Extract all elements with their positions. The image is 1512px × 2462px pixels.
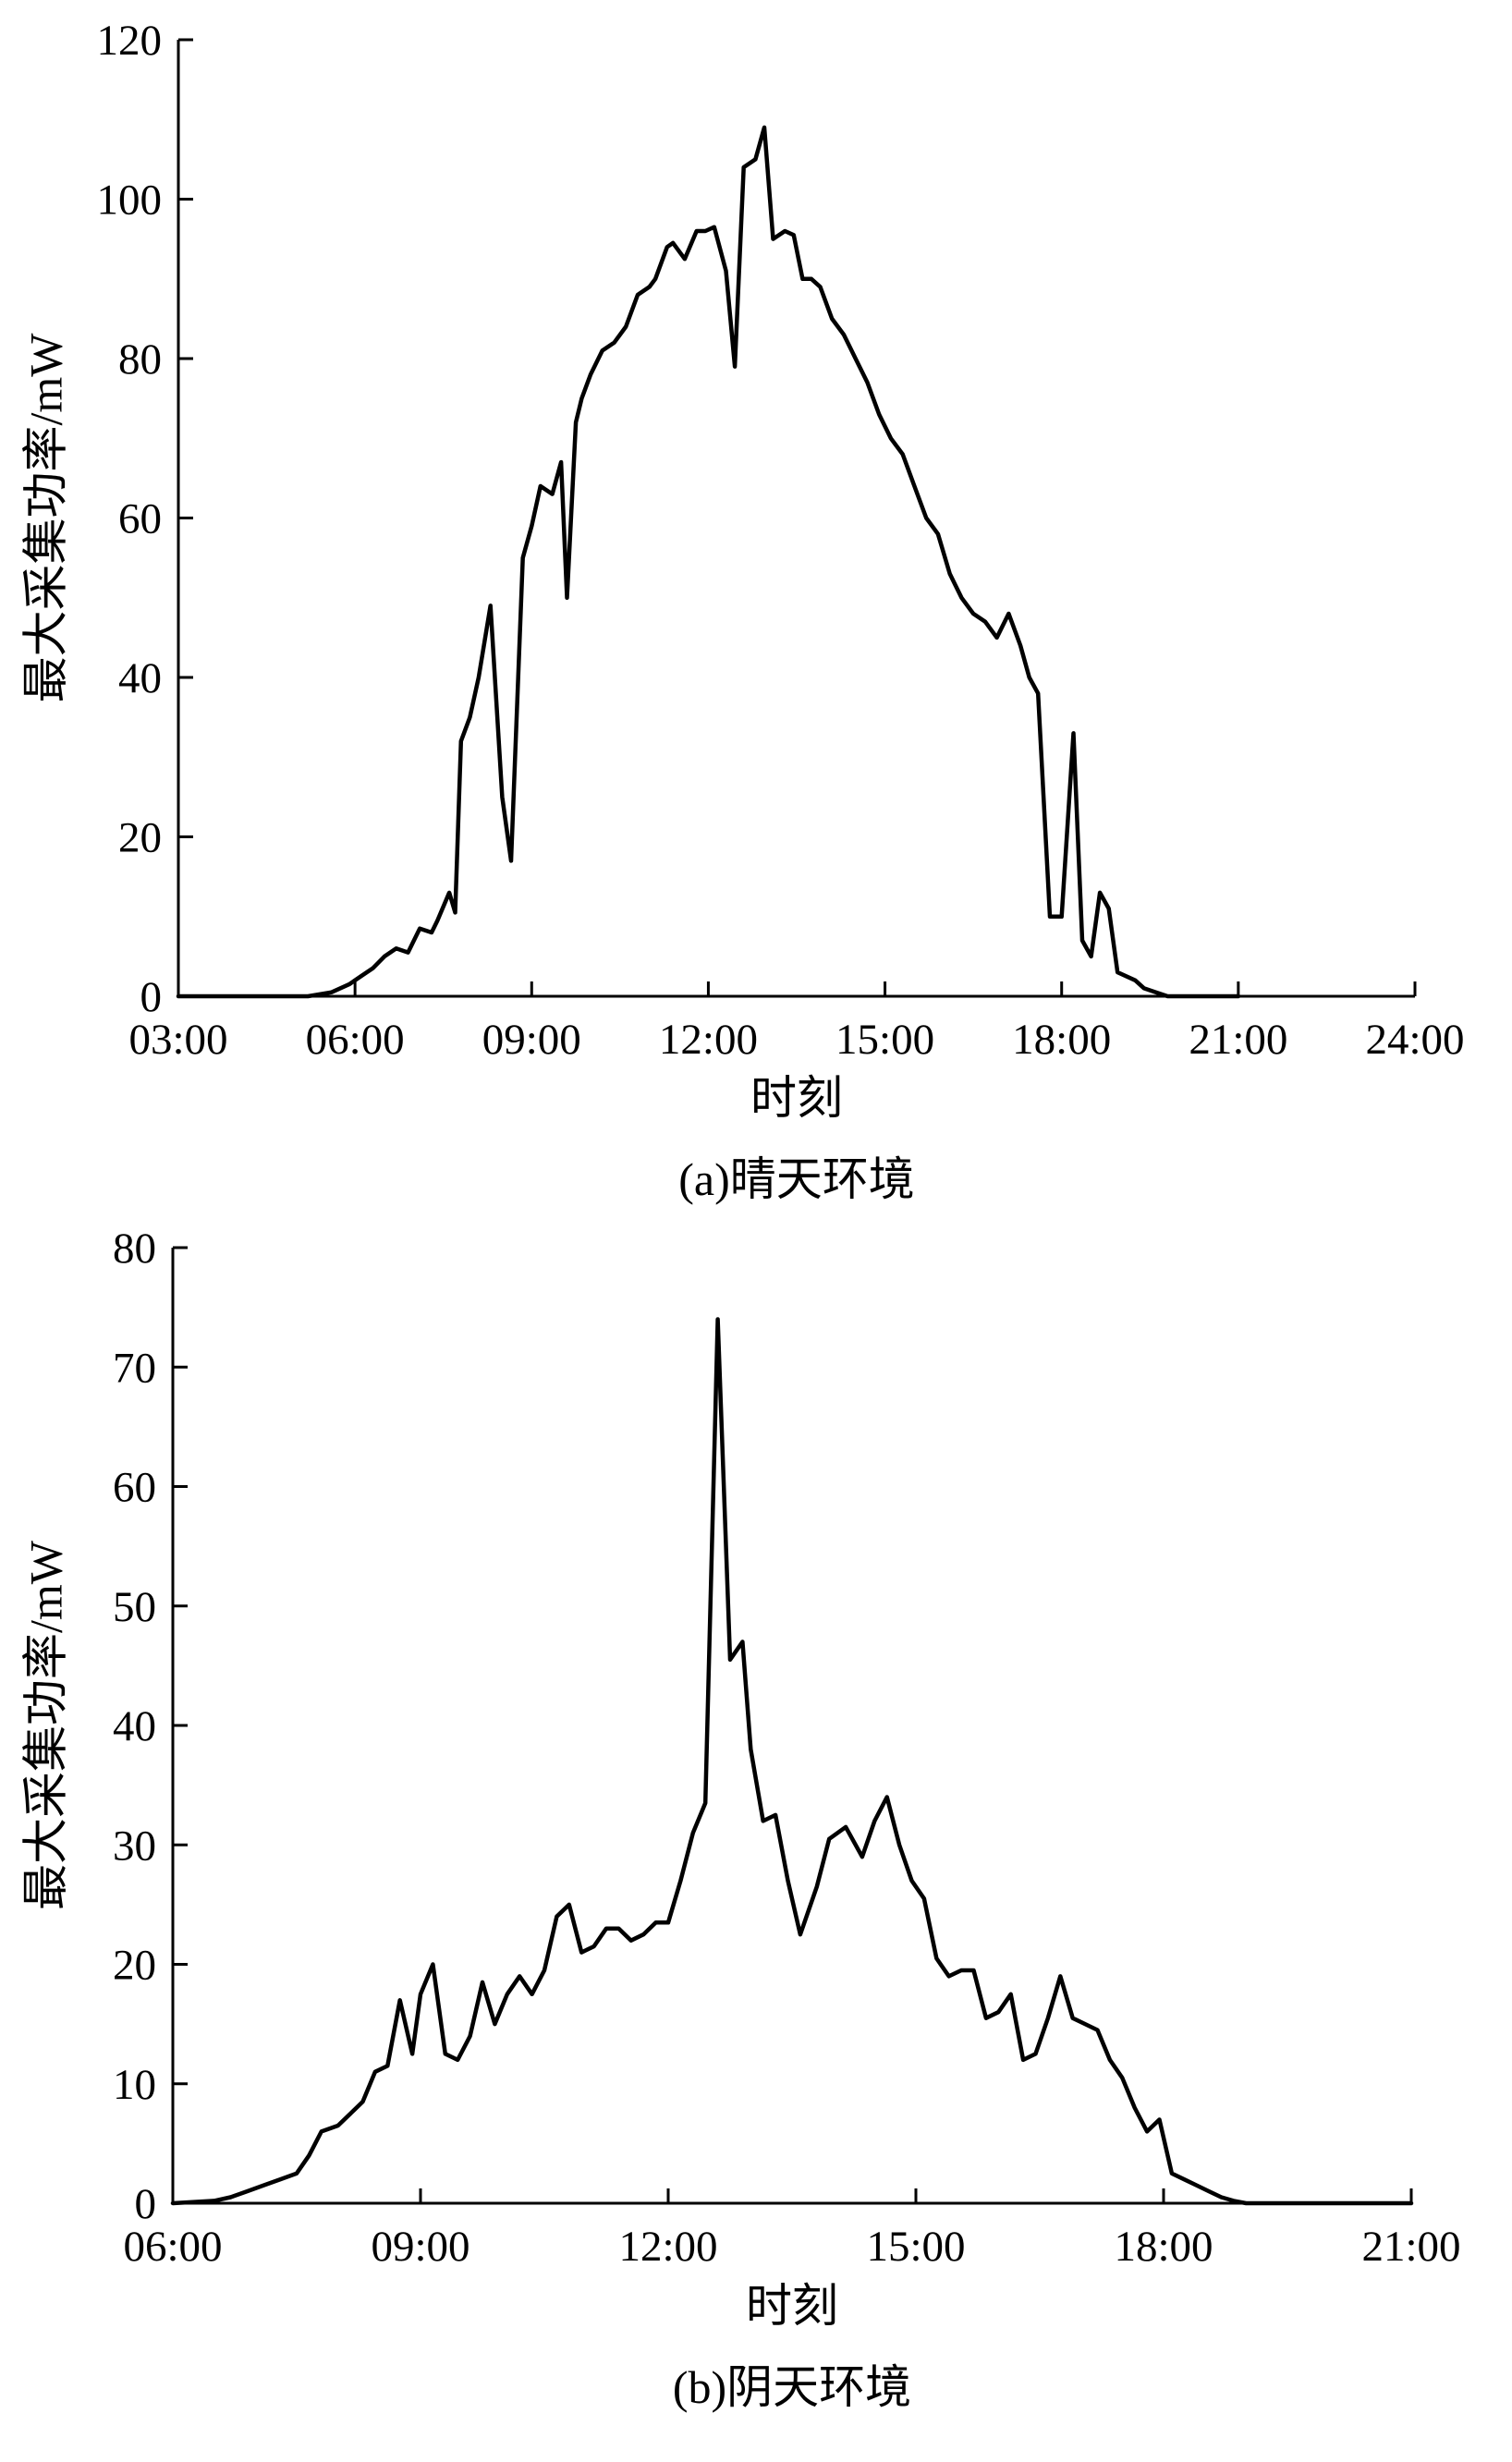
x-tick-label: 09:00 bbox=[482, 1016, 581, 1064]
x-tick-label: 12:00 bbox=[659, 1016, 758, 1064]
x-tick-label: 06:00 bbox=[123, 2223, 222, 2271]
y-tick-label: 20 bbox=[118, 814, 162, 862]
y-tick-label: 20 bbox=[113, 1942, 156, 1990]
y-tick-label: 0 bbox=[135, 2180, 157, 2228]
y-tick-label: 60 bbox=[118, 495, 162, 543]
series-line bbox=[176, 125, 1241, 999]
chart-panel-b: 0 10 20 30 40 50 60 70 80 06:00 09:00 12:00 15:00 18:… bbox=[19, 1225, 1460, 2413]
x-tick-label: 06:00 bbox=[306, 1016, 405, 1064]
x-tick-label: 09:00 bbox=[371, 2223, 469, 2271]
x-axis-title: 时刻 bbox=[746, 2280, 838, 2332]
chart-caption: (b)阴天环境 bbox=[673, 2361, 911, 2413]
chart-caption: (a)晴天环境 bbox=[678, 1153, 915, 1205]
chart-panel-a: 0 20 40 60 80 100 120 03:00 06:00 09:00 12:00 15:00… bbox=[19, 17, 1464, 1205]
y-tick-label: 30 bbox=[113, 1822, 156, 1870]
y-tick-label: 80 bbox=[118, 335, 162, 384]
y-tick-label: 50 bbox=[113, 1583, 156, 1631]
x-tick-label: 15:00 bbox=[835, 1016, 934, 1064]
x-tick-label: 15:00 bbox=[866, 2223, 965, 2271]
x-tick-label: 24:00 bbox=[1365, 1016, 1464, 1064]
x-tick-label: 21:00 bbox=[1189, 1016, 1287, 1064]
y-tick-label: 10 bbox=[113, 2061, 156, 2109]
y-tick-label: 0 bbox=[140, 973, 163, 1021]
x-tick-label: 18:00 bbox=[1012, 1016, 1111, 1064]
series-line bbox=[170, 1317, 1414, 2206]
x-tick-label: 12:00 bbox=[618, 2223, 717, 2271]
y-tick-label: 80 bbox=[113, 1225, 156, 1273]
y-tick-label: 60 bbox=[113, 1464, 156, 1512]
y-axis-title: 最大采集功率/mW bbox=[19, 333, 71, 703]
x-tick-label: 03:00 bbox=[128, 1016, 227, 1064]
x-tick-label: 21:00 bbox=[1361, 2223, 1460, 2271]
y-tick-label: 70 bbox=[113, 1344, 156, 1392]
x-axis-title: 时刻 bbox=[750, 1072, 843, 1124]
y-axis-title: 最大采集功率/mW bbox=[19, 1540, 71, 1910]
y-tick-label: 40 bbox=[113, 1702, 156, 1750]
y-tick-label: 40 bbox=[118, 654, 162, 702]
y-tick-label: 120 bbox=[97, 17, 163, 65]
x-tick-label: 18:00 bbox=[1114, 2223, 1213, 2271]
y-tick-label: 100 bbox=[97, 177, 163, 225]
